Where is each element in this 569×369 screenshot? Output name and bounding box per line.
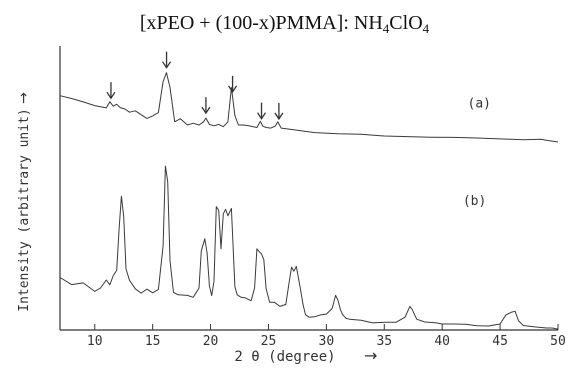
title-subscript-2: 4 bbox=[422, 21, 430, 36]
series-line-a bbox=[59, 72, 559, 143]
series-group bbox=[59, 72, 559, 330]
x-tick-label: 25 bbox=[261, 334, 277, 349]
x-tick-label: 50 bbox=[550, 334, 566, 349]
peak-arrow bbox=[228, 75, 238, 94]
x-tick-label: 40 bbox=[434, 334, 450, 349]
x-ticks bbox=[94, 324, 559, 330]
x-tick-label: 45 bbox=[492, 334, 508, 349]
chart-title: [xPEO + (100-x)PMMA]: NH4ClO4 bbox=[0, 12, 569, 37]
series-annotation-b: (b) bbox=[463, 194, 486, 209]
x-axis-label: 2 θ (degree) bbox=[234, 349, 335, 365]
series-annotation-a: (a) bbox=[468, 97, 491, 112]
peak-arrow bbox=[201, 97, 211, 115]
annotations: (a) (b) bbox=[463, 97, 491, 209]
x-tick-labels: 10 15 20 25 30 35 40 45 50 bbox=[87, 334, 566, 349]
x-tick-label: 30 bbox=[319, 334, 335, 349]
x-axis-arrow-icon: → bbox=[364, 346, 377, 365]
peak-arrow bbox=[106, 82, 116, 100]
title-subscript-1: 4 bbox=[382, 21, 390, 36]
x-tick-label: 10 bbox=[87, 334, 103, 349]
title-prefix: [xPEO + (100-x)PMMA]: NH bbox=[139, 12, 383, 34]
peak-arrow bbox=[162, 51, 172, 69]
x-tick-label: 35 bbox=[376, 334, 392, 349]
x-tick-label: 20 bbox=[203, 334, 219, 349]
peak-arrow bbox=[274, 102, 284, 121]
y-axis-arrow-icon: → bbox=[16, 92, 32, 104]
peak-arrows bbox=[106, 51, 284, 121]
title-middle: ClO bbox=[389, 12, 423, 34]
x-tick-label: 15 bbox=[145, 334, 161, 349]
peak-arrow bbox=[256, 102, 267, 120]
y-axis-label: Intensity (arbitrary unit) bbox=[17, 108, 32, 312]
series-line-b bbox=[59, 165, 559, 330]
